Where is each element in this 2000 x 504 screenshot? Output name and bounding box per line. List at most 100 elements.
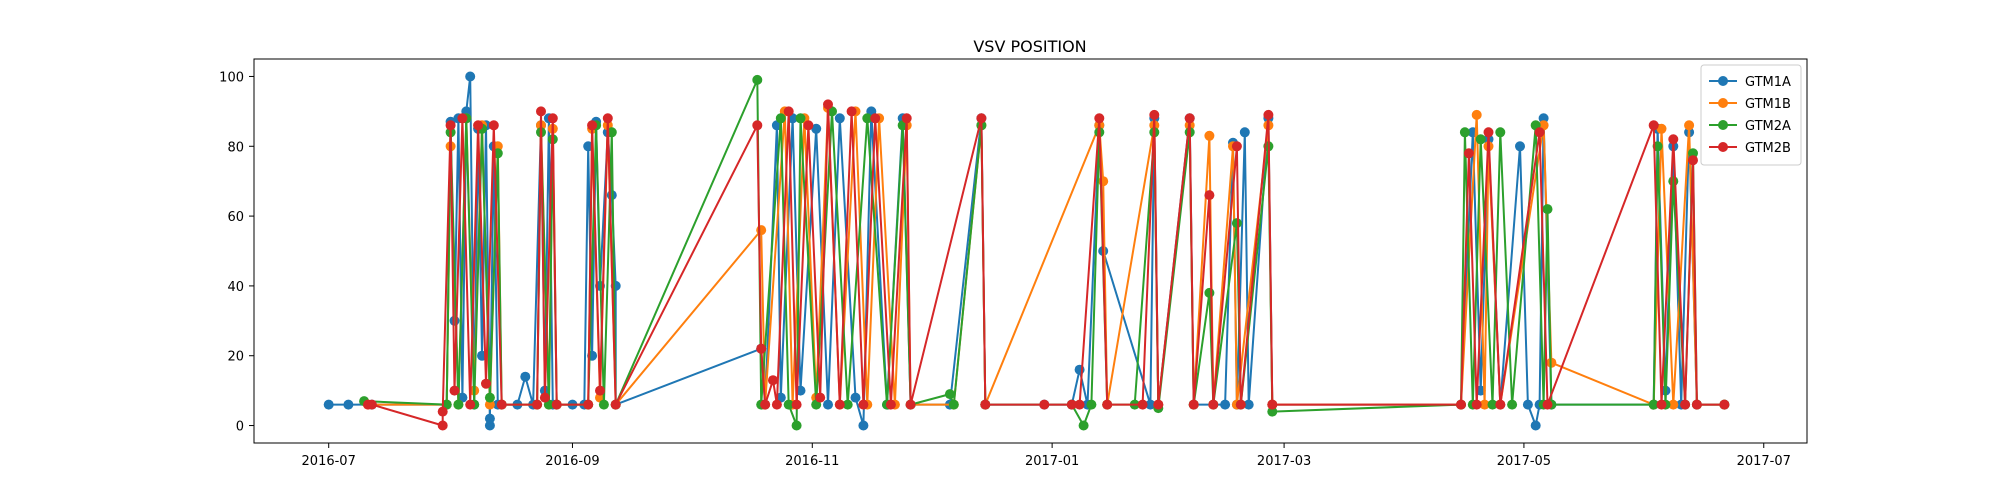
legend-item: GTM1B [1709,97,1791,112]
data-point [1719,399,1730,410]
data-point [783,399,794,410]
data-point [1515,141,1525,152]
data-point [1495,127,1506,138]
chart-title: VSV POSITION [973,37,1086,56]
data-point [1066,399,1077,410]
data-point [1220,399,1231,410]
x-tick-label: 2017-05 [1497,454,1551,469]
x-tick-label: 2017-01 [1025,454,1079,469]
data-point [1684,120,1695,131]
legend: GTM1A GTM1B GTM2A GTM2B [1700,64,1802,166]
data-point [775,113,786,124]
data-point [1463,148,1474,159]
data-point [453,399,464,410]
data-point [834,113,845,124]
data-point [1039,399,1050,410]
data-point [1239,127,1250,138]
data-point [587,120,598,131]
legend-label: GTM2B [1745,141,1791,156]
data-point [752,120,763,131]
data-point [823,99,833,110]
data-point [457,113,468,124]
series-gtm1a [323,71,1730,431]
data-point [1235,399,1246,410]
data-point [783,106,794,117]
data-point [536,106,546,117]
data-point [1204,190,1215,201]
data-point [606,127,617,138]
data-point [520,371,531,382]
data-point [473,120,484,131]
data-point [1507,399,1518,410]
data-point [1656,123,1667,134]
x-tick-label: 2017-03 [1257,454,1311,469]
legend-item: GTM1A [1709,75,1791,90]
data-point [834,399,845,410]
x-tick-label: 2016-07 [302,454,356,469]
data-point [1208,399,1219,410]
data-point [551,399,562,410]
data-point [1456,399,1466,410]
legend-item: GTM2B [1709,141,1791,156]
data-point [1153,399,1164,410]
data-point [1231,218,1242,229]
data-point [1188,399,1199,410]
data-point [532,399,543,410]
data-point [1648,399,1659,410]
data-point [1184,113,1195,124]
data-point [1680,399,1691,410]
data-point [323,399,334,410]
data-point [602,113,613,124]
data-point [842,399,853,410]
data-point [870,113,881,124]
data-point [976,113,987,124]
x-tick-label: 2016-11 [785,454,839,469]
data-point [465,399,476,410]
data-point [1688,155,1698,166]
y-tick-label: 100 [219,70,244,85]
data-point [484,413,495,424]
data-point [858,399,869,410]
data-point [791,399,802,410]
data-point [437,420,448,431]
data-point [1078,420,1089,431]
data-point [1495,399,1506,410]
data-point [1648,120,1659,131]
data-point [862,113,873,124]
y-tick-label: 20 [227,350,244,365]
data-point [846,106,857,117]
data-point [905,399,916,410]
data-point [948,399,959,410]
data-point [539,392,550,403]
plot-layer [323,71,1730,431]
data-point [1459,127,1470,138]
data-point [756,225,767,236]
data-point [1243,399,1254,410]
data-point [811,123,822,134]
y-tick-label: 40 [227,280,244,295]
y-tick-label: 0 [236,420,244,435]
data-point [791,420,802,431]
data-point [610,399,621,410]
data-point [1471,399,1482,410]
data-point [583,399,594,410]
data-point [1542,204,1553,215]
data-point [1471,109,1482,120]
data-point [1102,399,1113,410]
data-point [1487,399,1498,410]
data-point [760,399,771,410]
data-point [1137,399,1148,410]
legend-box [1700,64,1802,166]
data-point [1668,134,1679,145]
data-point [496,399,507,410]
data-point [1542,399,1553,410]
data-point [1145,399,1156,410]
data-point [484,399,495,410]
data-point [1483,127,1494,138]
data-point [1688,148,1698,159]
data-point [583,141,594,152]
data-point [484,420,495,431]
axes-layer: 2016-07 2016-09 2016-11 2017-01 2017-03 2017-… [219,70,1791,469]
data-point [795,113,806,124]
